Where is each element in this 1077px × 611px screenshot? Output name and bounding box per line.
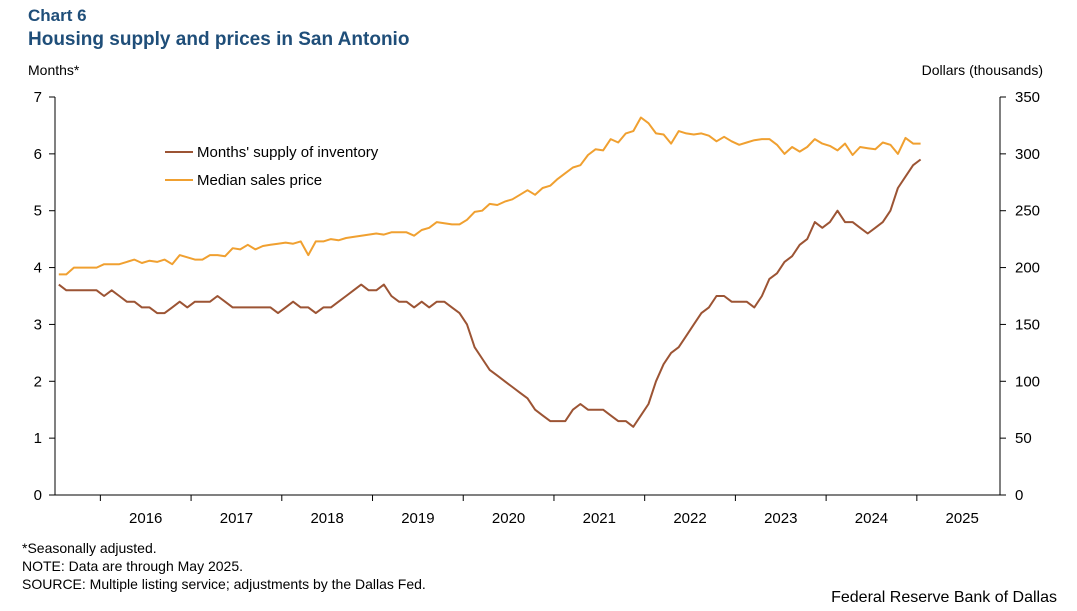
left-tick-label: 3	[34, 316, 42, 333]
left-tick-label: 0	[34, 487, 42, 504]
chart-title: Housing supply and prices in San Antonio	[28, 29, 410, 50]
chart-label: Chart 6	[28, 6, 87, 25]
x-tick-label: 2017	[220, 510, 253, 527]
x-tick-label: 2023	[764, 510, 797, 527]
x-tick-label: 2022	[673, 510, 706, 527]
legend: Months' supply of inventory Median sales…	[165, 144, 379, 189]
left-tick-label: 4	[34, 260, 42, 277]
right-axis-title: Dollars (thousands)	[922, 62, 1043, 78]
footnote-source: SOURCE: Multiple listing service; adjust…	[22, 576, 426, 592]
x-tick-label: 2020	[492, 510, 525, 527]
price-series-line	[58, 116, 921, 276]
left-axis-title: Months*	[28, 62, 80, 78]
x-tick-label: 2016	[129, 510, 162, 527]
right-tick-label: 50	[1015, 430, 1032, 447]
axes	[54, 97, 1001, 496]
x-tick-label: 2025	[946, 510, 979, 527]
legend-label-price: Median sales price	[197, 172, 322, 189]
left-tick-label: 7	[34, 89, 42, 106]
x-tick-label: 2018	[310, 510, 343, 527]
credit-line: Federal Reserve Bank of Dallas	[831, 589, 1057, 606]
left-axis-ticks: 0 1 2 3 4 5 6 7	[34, 89, 55, 504]
right-tick-label: 350	[1015, 89, 1040, 106]
right-tick-label: 200	[1015, 260, 1040, 277]
right-tick-label: 150	[1015, 316, 1040, 333]
left-tick-label: 5	[34, 203, 42, 220]
left-tick-label: 1	[34, 430, 42, 447]
right-tick-label: 100	[1015, 373, 1040, 390]
x-tick-label: 2021	[583, 510, 616, 527]
legend-label-inventory: Months' supply of inventory	[197, 144, 379, 161]
right-axis-ticks: 0 50 100 150 200 250 300 350	[1000, 89, 1040, 504]
footnote-note: NOTE: Data are through May 2025.	[22, 558, 243, 574]
left-tick-label: 2	[34, 373, 42, 390]
inventory-series-line	[58, 158, 922, 428]
right-tick-label: 250	[1015, 203, 1040, 220]
right-tick-label: 0	[1015, 487, 1023, 504]
x-tick-label: 2024	[855, 510, 888, 527]
x-axis-ticks: 2016 2017 2018 2019 2020 2021 2022 2023 2024 2025	[99, 495, 979, 527]
right-tick-label: 300	[1015, 146, 1040, 163]
x-tick-label: 2019	[401, 510, 434, 527]
footnote-seasonal: *Seasonally adjusted.	[22, 540, 157, 556]
left-tick-label: 6	[34, 146, 42, 163]
